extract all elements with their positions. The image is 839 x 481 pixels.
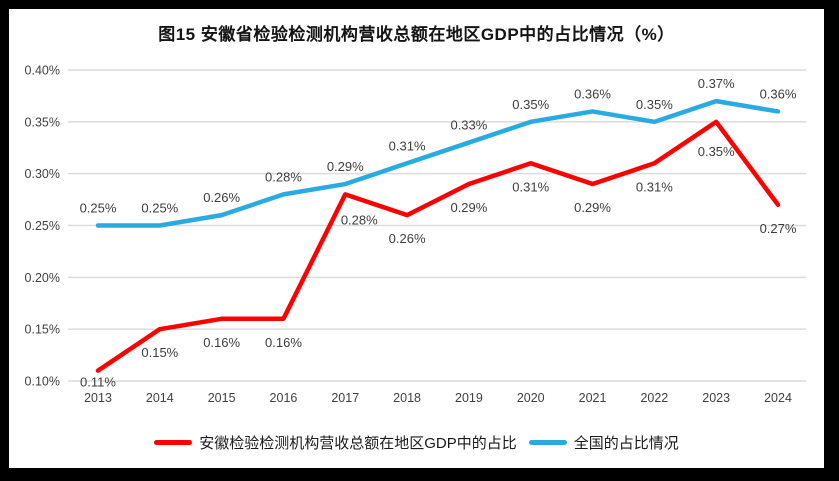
data-label: 0.31% xyxy=(512,179,549,194)
series-line-1 xyxy=(95,98,781,228)
x-axis-tick-label: 2013 xyxy=(84,391,112,405)
x-axis-tick-label: 2016 xyxy=(270,391,298,405)
x-axis-tick-label: 2021 xyxy=(579,391,607,405)
y-axis-tick-label: 0.25% xyxy=(25,219,60,233)
y-axis-tick-label: 0.20% xyxy=(25,271,60,285)
data-label: 0.28% xyxy=(341,212,378,227)
data-label: 0.29% xyxy=(327,159,364,174)
data-label: 0.35% xyxy=(636,97,673,112)
y-axis-tick-label: 0.40% xyxy=(25,64,60,78)
data-label: 0.26% xyxy=(389,231,426,246)
x-axis-tick-label: 2017 xyxy=(331,391,359,405)
data-label: 0.15% xyxy=(141,345,178,360)
data-label: 0.28% xyxy=(265,169,302,184)
y-axis-tick-label: 0.30% xyxy=(25,167,60,181)
y-axis-tick-label: 0.15% xyxy=(25,323,60,337)
red-line-swatch-icon xyxy=(154,440,193,445)
x-axis-tick-label: 2020 xyxy=(517,391,545,405)
y-axis-tick-label: 0.35% xyxy=(25,115,60,129)
data-label: 0.16% xyxy=(265,335,302,350)
blue-line-swatch-icon xyxy=(528,440,567,445)
legend-item-national: 全国的占比情况 xyxy=(528,432,679,453)
x-axis-tick-label: 2014 xyxy=(146,391,174,405)
legend-label-national: 全国的占比情况 xyxy=(573,435,679,452)
data-label: 0.31% xyxy=(636,179,673,194)
data-label: 0.37% xyxy=(698,76,735,91)
legend-item-anhui: 安徽检验检测机构营收总额在地区GDP中的占比 xyxy=(154,432,517,453)
data-label: 0.31% xyxy=(389,138,426,153)
data-label: 0.29% xyxy=(574,200,611,215)
data-label: 0.26% xyxy=(203,190,240,205)
x-axis-tick-label: 2024 xyxy=(764,391,792,405)
series-line-0 xyxy=(95,119,781,373)
x-axis-tick-label: 2023 xyxy=(702,391,730,405)
x-axis-tick-label: 2015 xyxy=(208,391,236,405)
x-axis-tick-label: 2022 xyxy=(640,391,668,405)
data-label: 0.36% xyxy=(574,86,611,101)
data-label: 0.11% xyxy=(80,375,116,390)
legend-label-anhui: 安徽检验检测机构营收总额在地区GDP中的占比 xyxy=(199,435,517,452)
y-axis-tick-label: 0.10% xyxy=(25,375,60,389)
data-label: 0.35% xyxy=(512,97,549,112)
data-label: 0.16% xyxy=(203,335,240,350)
data-label: 0.25% xyxy=(80,201,117,216)
data-label: 0.33% xyxy=(450,118,487,133)
data-label: 0.29% xyxy=(450,200,487,215)
data-label: 0.27% xyxy=(760,221,797,236)
x-axis-tick-label: 2019 xyxy=(455,391,483,405)
chart-title: 图15 安徽省检验检测机构营收总额在地区GDP中的占比情况（%） xyxy=(158,25,675,44)
data-label: 0.35% xyxy=(698,144,735,159)
line-chart-plot-area: 0.10% 0.15% 0.20% 0.25% 0.30% 0.35% 0.40% 2013 2… xyxy=(25,64,806,405)
data-label: 0.25% xyxy=(141,201,178,216)
data-label: 0.36% xyxy=(760,86,797,101)
chart-legend: 安徽检验检测机构营收总额在地区GDP中的占比 全国的占比情况 xyxy=(9,432,824,453)
x-axis-tick-label: 2018 xyxy=(393,391,421,405)
